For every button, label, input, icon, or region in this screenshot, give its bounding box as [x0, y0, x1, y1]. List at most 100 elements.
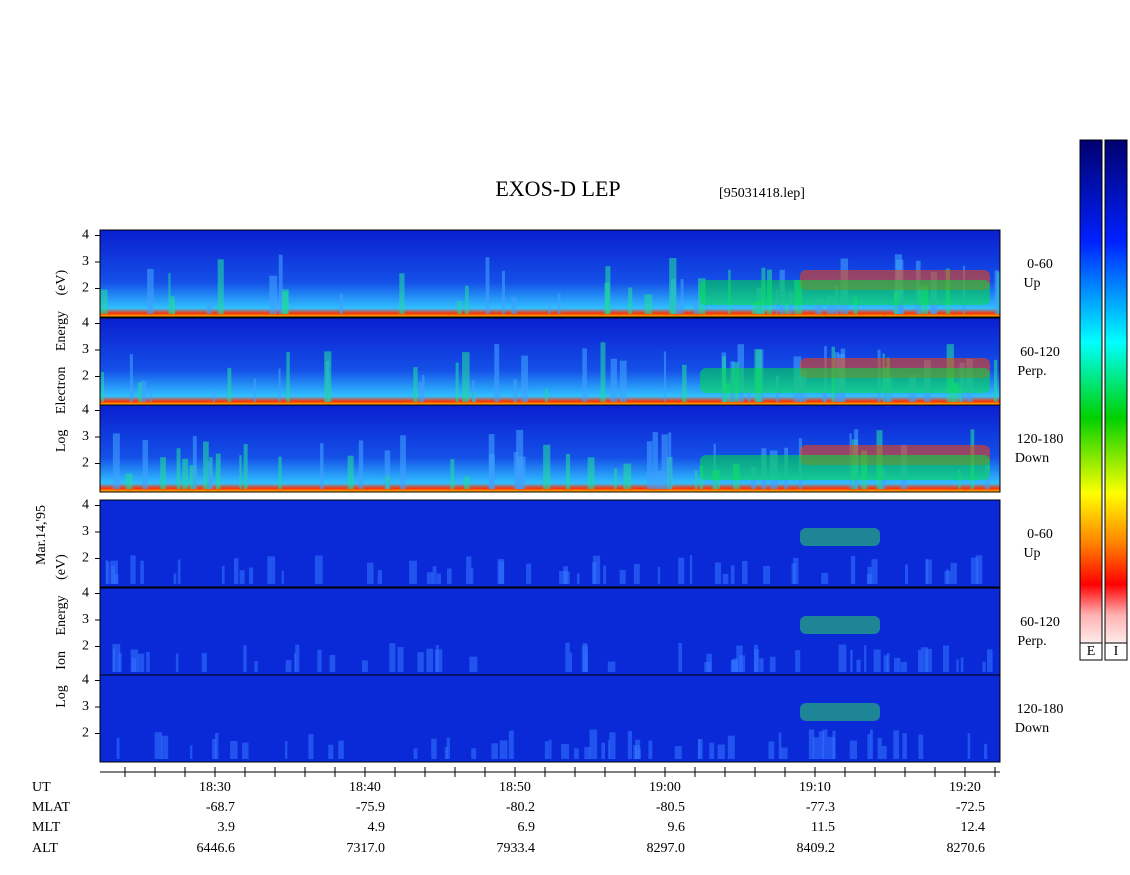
spectrogram-texture — [850, 555, 856, 584]
spectrogram-texture — [455, 362, 459, 402]
title: EXOS-D LEP — [495, 176, 620, 201]
spectrogram-texture — [239, 570, 245, 584]
spectrogram-texture — [432, 566, 437, 584]
spectrogram-texture — [462, 352, 470, 402]
spectrogram-texture — [557, 293, 561, 314]
spectrogram-texture — [209, 457, 213, 489]
orbit-value: -75.9 — [356, 800, 385, 815]
spectrogram-texture — [648, 740, 653, 759]
spectrogram-texture — [849, 740, 858, 759]
y-tick-label: 3 — [82, 612, 89, 627]
spectrogram-texture — [426, 648, 434, 672]
spectrogram-texture — [608, 740, 611, 759]
spectrogram-texture — [867, 734, 871, 759]
spectrogram-texture — [116, 737, 120, 759]
spectrogram-texture — [470, 567, 474, 584]
spectrogram-texture — [717, 744, 725, 759]
spectrogram-texture — [678, 643, 683, 672]
spectrogram-texture — [609, 732, 616, 759]
orbit-value: 12.4 — [961, 820, 986, 835]
spectrogram-texture — [582, 643, 588, 672]
y-tick-label: 2 — [82, 639, 89, 654]
spectrogram-texture — [853, 296, 858, 314]
spectrogram-texture — [709, 742, 715, 759]
spectrogram-texture — [221, 565, 225, 584]
spectrogram-texture — [215, 453, 221, 489]
axis-label: Log Electron Energy (eV) — [54, 270, 69, 453]
spectrogram-texture — [589, 729, 598, 759]
spectrogram-texture — [661, 434, 668, 489]
spectrogram-texture — [559, 570, 567, 584]
spectrogram-texture — [227, 367, 232, 402]
spectrogram-texture — [106, 561, 110, 584]
orbit-value: 6.9 — [518, 820, 536, 835]
spectrogram-texture — [967, 733, 971, 759]
spectrogram-texture — [137, 653, 145, 672]
spectrogram-texture — [485, 257, 490, 314]
spectrogram-texture — [314, 555, 323, 584]
spectrogram-texture — [417, 652, 424, 672]
axis-label: Log Ion Energy (eV) — [54, 554, 69, 708]
spectrogram-texture — [526, 563, 532, 584]
spectrogram-texture — [434, 649, 443, 672]
colorbar-label: E — [1087, 644, 1096, 659]
y-tick-label: 4 — [82, 228, 89, 243]
spectrogram-texture — [203, 441, 209, 489]
spectrogram-texture — [253, 378, 256, 402]
spectrogram-texture — [308, 734, 314, 759]
spectrogram-texture — [793, 557, 799, 584]
spectrogram-texture — [286, 352, 290, 402]
spectrogram-texture — [281, 291, 289, 314]
spectrogram-texture — [140, 380, 147, 402]
spectrogram-texture — [201, 653, 207, 672]
spectrogram-texture — [285, 660, 292, 672]
spectrogram-texture — [384, 450, 391, 489]
spectrogram-texture — [207, 460, 211, 489]
spectrogram-texture — [669, 258, 677, 314]
spectrogram-texture — [397, 646, 404, 672]
spectrogram-texture — [413, 367, 418, 402]
spectrogram-texture — [682, 364, 687, 402]
channel-sublabel: Perp. — [1017, 364, 1046, 379]
spectrogram-texture — [175, 653, 179, 672]
spectrogram-texture — [361, 660, 368, 672]
spectrogram-texture — [544, 388, 548, 402]
spectrogram-texture — [206, 303, 212, 314]
spectrogram-texture — [601, 742, 605, 759]
orbit-value: 4.9 — [368, 820, 386, 835]
spectrogram-texture — [920, 647, 928, 672]
file-label: [95031418.lep] — [719, 186, 805, 201]
spectrogram-texture — [668, 432, 672, 489]
spectrogram-texture — [431, 738, 437, 759]
spectrogram-texture — [694, 470, 698, 489]
spectrogram-texture — [994, 270, 1000, 314]
time-label: 19:20 — [949, 780, 981, 795]
spectrogram-texture — [544, 741, 550, 759]
channel-label: 0-60 — [1027, 527, 1053, 542]
spectrogram-texture — [756, 301, 764, 314]
spectrogram-feature — [700, 455, 990, 480]
spectrogram-texture — [747, 385, 751, 402]
spectrogram-texture — [864, 645, 867, 672]
y-tick-label: 4 — [82, 316, 89, 331]
channel-label: 60-120 — [1020, 615, 1060, 630]
spectrogram-texture — [472, 380, 475, 402]
row-label: MLAT — [32, 800, 71, 815]
spectrogram-texture — [883, 655, 889, 672]
spectrogram-texture — [902, 733, 907, 759]
spectrogram-texture — [517, 456, 526, 489]
spectrogram-texture — [983, 743, 988, 759]
spectrogram-texture — [511, 297, 517, 314]
spectrogram-texture — [663, 351, 667, 402]
spectrogram-texture — [603, 565, 607, 584]
colorbar-label: I — [1114, 644, 1119, 659]
channel-sublabel: Up — [1023, 546, 1040, 561]
colorbar-box — [1079, 642, 1103, 661]
spectrogram-texture — [295, 644, 300, 672]
spectrogram-texture — [242, 742, 249, 759]
spectrogram-texture — [959, 388, 962, 402]
spectrogram-texture — [628, 287, 633, 314]
spectrogram-texture — [491, 743, 499, 759]
channel-sublabel: Down — [1015, 721, 1049, 736]
row-label: UT — [32, 780, 51, 795]
